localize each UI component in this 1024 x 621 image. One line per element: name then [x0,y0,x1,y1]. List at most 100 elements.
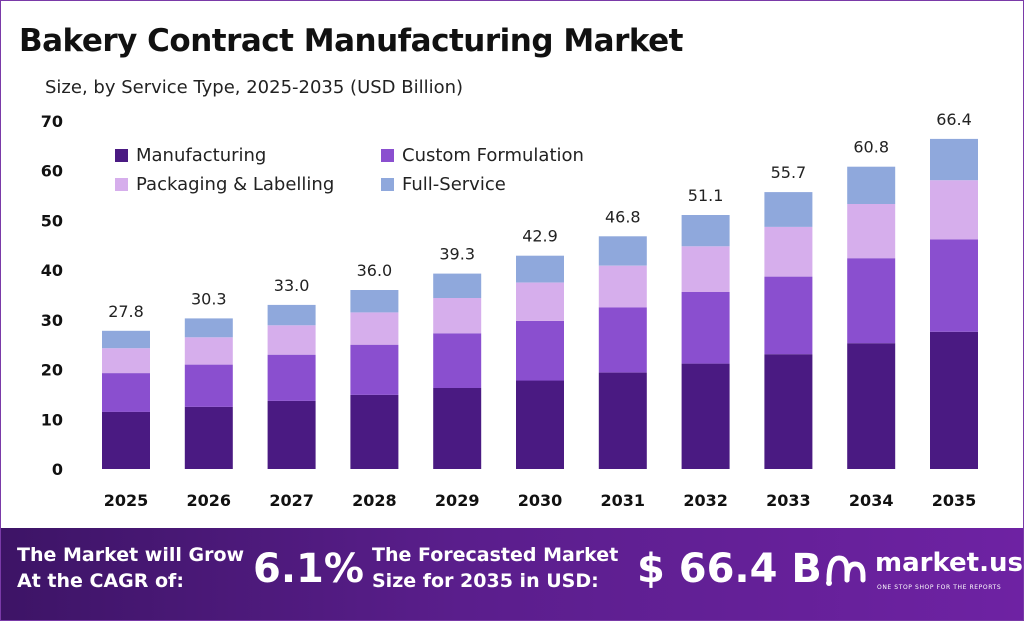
bar-segment-packaging-labelling [516,282,564,321]
bar-segment-custom-formulation [516,320,564,381]
bar-segment-custom-formulation [681,292,730,364]
data-label-total: 33.0 [274,276,310,295]
bar-segment-packaging-labelling [102,348,150,374]
x-tick-label: 2033 [766,491,811,510]
bar-segment-packaging-labelling [433,298,482,334]
bar-segment-custom-formulation [102,373,150,412]
cagr-label: The Market will Grow At the CAGR of: [17,542,244,594]
data-label-total: 30.3 [191,289,227,308]
bar-segment-packaging-labelling [930,180,978,240]
y-tick-label: 0 [52,460,63,479]
cagr-value: 6.1% [253,546,364,592]
chart-title: Bakery Contract Manufacturing Market [19,23,684,59]
y-tick-label: 50 [41,211,63,230]
data-label-total: 66.4 [936,110,972,129]
legend-swatch-manufacturing [115,149,128,162]
bar-segment-full-service [184,318,233,338]
data-label-total: 51.1 [688,186,724,205]
x-tick-label: 2030 [518,491,563,510]
cagr-label-line2: At the CAGR of: [17,570,184,592]
legend-item-custom-formulation: Custom Formulation [381,145,584,166]
legend-label-packaging-labelling: Packaging & Labelling [136,174,335,195]
bar-segment-manufacturing [433,388,482,469]
summary-banner: The Market will Grow At the CAGR of: 6.1… [1,528,1023,620]
bar-segment-manufacturing [847,343,896,469]
x-tick-label: 2029 [435,491,480,510]
bar-segment-full-service [516,255,564,283]
bar-segment-custom-formulation [184,364,233,407]
bar-segment-manufacturing [102,411,150,469]
bar-segment-custom-formulation [764,276,813,355]
legend-item-full-service: Full-Service [381,174,506,195]
x-tick-label: 2031 [601,491,646,510]
bar-segment-custom-formulation [267,354,316,401]
bar-segment-full-service [598,236,647,266]
bar-segment-packaging-labelling [847,204,896,259]
y-tick-label: 30 [41,311,63,330]
bar-segment-full-service [350,290,399,313]
data-label-total: 55.7 [771,163,807,182]
bar-segment-full-service [930,138,978,181]
stacked-bar-chart: 01020304050607027.8202530.3202633.020273… [41,110,978,510]
bar-segment-packaging-labelling [267,325,316,355]
bar-segment-manufacturing [681,363,730,469]
bar-segment-manufacturing [930,331,978,469]
bar-segment-full-service [102,330,150,349]
legend-label-custom-formulation: Custom Formulation [402,145,584,166]
bar-segment-full-service [847,166,896,204]
y-tick-label: 10 [41,410,63,429]
bar-segment-full-service [764,192,813,227]
legend-item-packaging-labelling: Packaging & Labelling [115,174,334,195]
bar-segment-custom-formulation [598,307,647,373]
bar-segment-full-service [681,215,730,247]
y-tick-label: 70 [41,112,63,131]
legend-swatch-full-service [381,178,394,191]
legend-item-manufacturing: Manufacturing [115,145,266,166]
x-tick-label: 2025 [104,491,149,510]
chart-subtitle: Size, by Service Type, 2025-2035 (USD Bi… [45,77,464,98]
bar-segment-packaging-labelling [350,312,399,345]
data-label-total: 27.8 [108,302,144,321]
bar-segment-custom-formulation [847,258,896,344]
x-tick-label: 2028 [352,491,397,510]
y-tick-label: 40 [41,261,63,280]
legend-label-manufacturing: Manufacturing [136,145,267,166]
data-label-total: 39.3 [439,245,475,264]
x-tick-label: 2035 [932,491,977,510]
y-tick-label: 20 [41,361,63,380]
data-label-total: 46.8 [605,207,641,226]
forecast-label-line2: Size for 2035 in USD: [372,570,599,592]
x-tick-label: 2032 [683,491,728,510]
y-tick-label: 60 [41,162,63,181]
forecast-value: $ 66.4 B [637,546,822,592]
logo-name: market.us [875,548,1023,578]
bar-segment-manufacturing [350,394,399,469]
bar-segment-packaging-labelling [681,246,730,292]
x-tick-label: 2026 [187,491,232,510]
bar-segment-packaging-labelling [184,337,233,365]
bar-segment-full-service [433,273,482,298]
data-label-total: 42.9 [522,227,558,246]
bar-segment-custom-formulation [433,333,482,388]
cagr-label-line1: The Market will Grow [17,544,245,566]
x-tick-label: 2034 [849,491,894,510]
forecast-label-line1: The Forecasted Market [372,544,619,566]
legend-swatch-packaging-labelling [115,178,128,191]
bar-segment-manufacturing [267,400,316,469]
legend-swatch-custom-formulation [381,149,394,162]
bar-segment-manufacturing [516,380,564,469]
bar-segment-full-service [267,304,316,326]
data-label-total: 36.0 [357,261,393,280]
legend-label-full-service: Full-Service [402,174,506,195]
bar-segment-packaging-labelling [598,265,647,308]
forecast-label: The Forecasted Market Size for 2035 in U… [372,542,618,594]
data-label-total: 60.8 [853,138,889,157]
bar-segment-manufacturing [598,372,647,469]
x-tick-label: 2027 [269,491,314,510]
bar-segment-manufacturing [184,406,233,469]
logo-tagline: ONE STOP SHOP FOR THE REPORTS [877,584,1002,591]
market-us-logo-icon [826,555,866,586]
bar-segment-manufacturing [764,354,813,469]
bar-segment-custom-formulation [930,239,978,332]
